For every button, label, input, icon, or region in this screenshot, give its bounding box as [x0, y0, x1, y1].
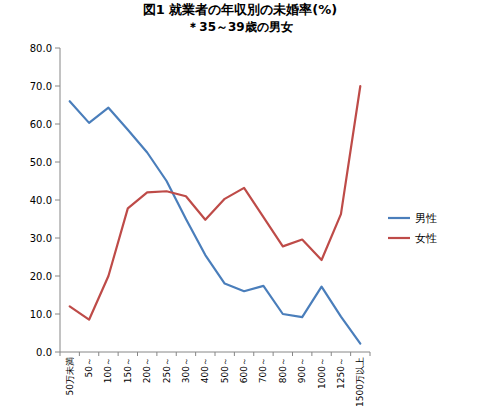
x-tick [292, 352, 293, 356]
y-tick [55, 162, 60, 163]
y-tick-label: 70.0 [30, 81, 52, 92]
x-tick [118, 352, 119, 356]
subtitle: ＊35～39歳の男女 [187, 20, 292, 34]
x-tick-label: 50～ [84, 357, 94, 377]
x-tick-label: 500～ [220, 357, 230, 383]
y-tick-label: 10.0 [30, 309, 52, 320]
x-tick [253, 352, 254, 356]
x-tick [234, 352, 235, 356]
x-tick-label: 1250～ [336, 357, 346, 389]
x-tick-label: 600～ [239, 357, 249, 383]
x-tick-label: 100～ [103, 357, 113, 383]
x-tick [311, 352, 312, 356]
legend-label: 男性 [415, 212, 437, 225]
x-tick [156, 352, 157, 356]
y-tick [55, 124, 60, 125]
x-tick [195, 352, 196, 356]
series-line [70, 101, 361, 343]
y-tick-label: 0.0 [36, 347, 52, 358]
chart-container: 図1 就業者の年収別の未婚率(%) ＊35～39歳の男女 0.0 10.0 20.0 30… [0, 0, 480, 410]
y-tick [55, 48, 60, 49]
x-tick [79, 352, 80, 356]
series-line [70, 86, 361, 320]
y-tick [55, 276, 60, 277]
x-tick [176, 352, 177, 356]
y-tick [55, 200, 60, 201]
x-tick [137, 352, 138, 356]
x-tick [60, 352, 61, 356]
plot-area [70, 86, 361, 344]
y-tick [55, 86, 60, 87]
x-tick [215, 352, 216, 356]
y-tick-label: 30.0 [30, 233, 52, 244]
x-tick-label: 1500万以上 [355, 357, 365, 407]
x-tick-label: 50万未満 [65, 357, 75, 395]
x-tick [350, 352, 351, 356]
y-tick-label: 20.0 [30, 271, 52, 282]
legend-label: 女性 [415, 232, 437, 245]
y-tick-label: 80.0 [30, 43, 52, 54]
x-tick [370, 352, 371, 356]
x-tick [98, 352, 99, 356]
x-tick-label: 900～ [297, 357, 307, 383]
y-tick [55, 238, 60, 239]
legend-swatch [388, 217, 410, 219]
x-tick-label: 1000～ [317, 357, 327, 389]
x-tick [273, 352, 274, 356]
y-tick [55, 314, 60, 315]
legend-swatch [388, 237, 410, 239]
x-tick-label: 200～ [142, 357, 152, 383]
x-tick-label: 250～ [162, 357, 172, 383]
x-tick-label: 300～ [181, 357, 191, 383]
y-tick-label: 40.0 [30, 195, 52, 206]
x-tick-label: 400～ [200, 357, 210, 383]
y-tick [55, 352, 60, 353]
x-tick-label: 800～ [278, 357, 288, 383]
y-tick-label: 50.0 [30, 157, 52, 168]
y-tick-label: 60.0 [30, 119, 52, 130]
x-tick-label: 700～ [258, 357, 268, 383]
x-tick-label: 150～ [123, 357, 133, 383]
x-tick [331, 352, 332, 356]
title: 図1 就業者の年収別の未婚率(%) [143, 2, 337, 17]
chart-svg: 図1 就業者の年収別の未婚率(%) ＊35～39歳の男女 0.0 10.0 20.0 30… [0, 0, 480, 410]
